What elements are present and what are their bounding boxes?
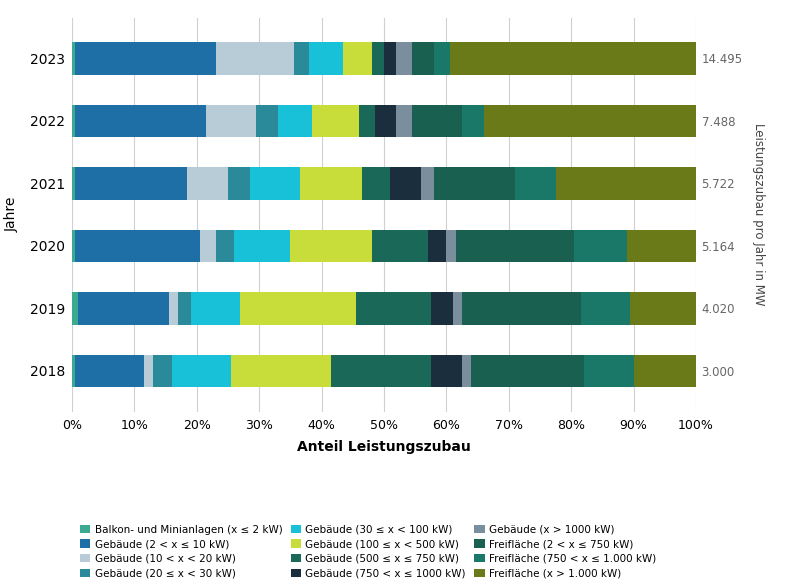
X-axis label: Anteil Leistungszubau: Anteil Leistungszubau (297, 440, 471, 454)
Bar (412, 105, 462, 137)
Bar (256, 105, 278, 137)
Bar (72, 42, 75, 75)
Bar (294, 42, 309, 75)
Bar (72, 355, 75, 387)
Y-axis label: Leistungszubau pro Jahr in MW: Leistungszubau pro Jahr in MW (752, 123, 765, 306)
Bar (75, 230, 200, 262)
Bar (446, 230, 456, 262)
Bar (630, 292, 696, 325)
Bar (75, 355, 144, 387)
Bar (228, 167, 250, 199)
Bar (456, 230, 574, 262)
Bar (178, 292, 190, 325)
Bar (356, 292, 430, 325)
Bar (434, 42, 450, 75)
Bar (231, 355, 331, 387)
Bar (187, 167, 228, 199)
Bar (428, 230, 446, 262)
Bar (312, 105, 359, 137)
Bar (515, 167, 555, 199)
Bar (450, 42, 696, 75)
Bar (371, 42, 384, 75)
Bar (169, 292, 178, 325)
Bar (453, 292, 462, 325)
Bar (78, 292, 169, 325)
Bar (72, 167, 75, 199)
Bar (390, 167, 422, 199)
Bar (153, 355, 172, 387)
Bar (190, 292, 241, 325)
Bar (300, 167, 362, 199)
Bar (234, 230, 290, 262)
Bar (206, 105, 256, 137)
Bar (362, 167, 390, 199)
Bar (484, 105, 696, 137)
Legend: Balkon- und Minianlagen (x ≤ 2 kW), Gebäude (2 < x ≤ 10 kW), Gebäude (10 < x < 2: Balkon- und Minianlagen (x ≤ 2 kW), Gebä… (76, 520, 660, 583)
Bar (215, 42, 294, 75)
Bar (430, 355, 462, 387)
Bar (462, 292, 581, 325)
Bar (430, 292, 453, 325)
Bar (555, 167, 696, 199)
Bar (75, 167, 187, 199)
Bar (250, 167, 300, 199)
Bar (412, 42, 434, 75)
Bar (462, 355, 471, 387)
Bar (434, 167, 515, 199)
Bar (309, 42, 343, 75)
Bar (397, 105, 412, 137)
Bar (462, 105, 484, 137)
Bar (278, 105, 312, 137)
Bar (215, 230, 234, 262)
Bar (72, 292, 78, 325)
Bar (75, 42, 215, 75)
Bar (581, 292, 630, 325)
Bar (75, 105, 206, 137)
Bar (397, 42, 412, 75)
Bar (634, 355, 696, 387)
Bar (200, 230, 215, 262)
Bar (144, 355, 153, 387)
Bar (374, 105, 397, 137)
Bar (72, 105, 75, 137)
Bar (290, 230, 371, 262)
Bar (343, 42, 371, 75)
Bar (331, 355, 431, 387)
Bar (574, 230, 627, 262)
Bar (471, 355, 584, 387)
Bar (359, 105, 374, 137)
Bar (72, 230, 75, 262)
Bar (371, 230, 428, 262)
Bar (627, 230, 696, 262)
Y-axis label: Jahre: Jahre (5, 197, 18, 232)
Bar (384, 42, 397, 75)
Bar (241, 292, 356, 325)
Bar (422, 167, 434, 199)
Bar (584, 355, 634, 387)
Bar (172, 355, 231, 387)
